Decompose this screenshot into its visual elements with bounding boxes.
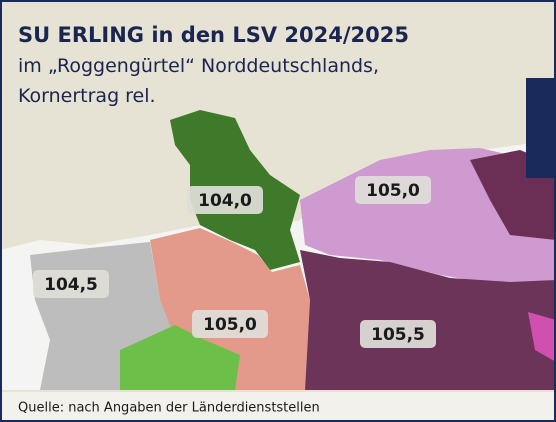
- region-label: 104,0: [198, 191, 252, 211]
- region-label: 105,0: [366, 181, 420, 201]
- subtitle-line: im „Roggengürtel“ Norddeutschlands,: [18, 55, 379, 77]
- footer: [0, 392, 556, 422]
- label-box: [187, 186, 263, 214]
- logo-fragment: [526, 78, 556, 178]
- region-magenta: [528, 312, 556, 362]
- labels: 104,0 105,0 104,5 105,0 105,5: [33, 176, 436, 348]
- source: Quelle: nach Angaben der Länderdienstste…: [18, 401, 320, 416]
- region-label: 104,5: [44, 275, 98, 295]
- subtitle-line: Kornertrag rel.: [18, 85, 156, 107]
- region-green-light: [120, 325, 240, 390]
- title: SU ERLING in den LSV 2024/2025: [18, 23, 409, 47]
- label-box: [360, 320, 436, 348]
- label-box: [355, 176, 431, 204]
- label-box: [33, 270, 109, 298]
- region-label: 105,0: [203, 315, 257, 335]
- region-label: 105,5: [371, 325, 425, 345]
- label-box: [192, 310, 268, 338]
